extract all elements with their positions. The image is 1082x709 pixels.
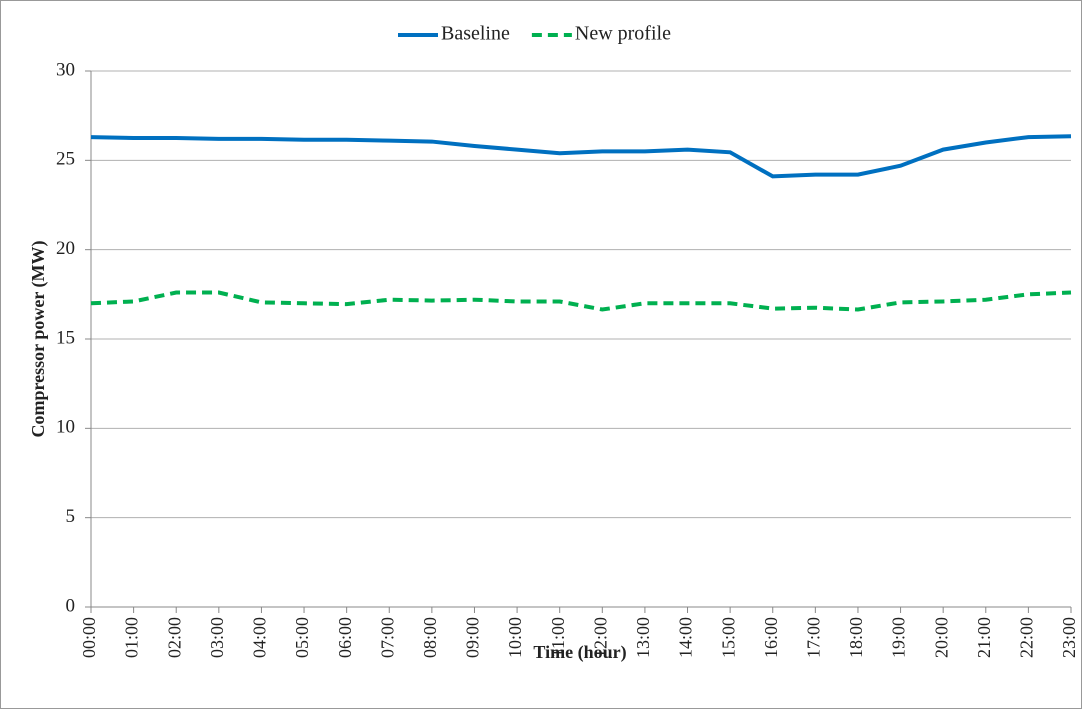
x-tick-label: 22:00 — [1017, 617, 1037, 658]
x-tick-label: 10:00 — [505, 617, 525, 658]
x-axis-label: Time (hour) — [533, 642, 626, 663]
x-tick-label: 20:00 — [931, 617, 951, 658]
x-tick-label: 06:00 — [335, 617, 355, 658]
x-tick-label: 00:00 — [79, 617, 99, 658]
x-tick-label: 01:00 — [122, 617, 142, 658]
x-tick-label: 07:00 — [377, 617, 397, 658]
line-series — [90, 290, 1072, 312]
y-tick-label: 25 — [56, 149, 75, 170]
y-tick-label: 30 — [56, 59, 75, 80]
x-tick-label: 04:00 — [250, 617, 270, 658]
line-series — [90, 134, 1072, 179]
x-tick-label: 19:00 — [889, 617, 909, 658]
y-tick-label: 5 — [66, 506, 76, 527]
x-tick-label: 11:00 — [548, 617, 568, 657]
x-tick-label: 17:00 — [803, 617, 823, 658]
x-tick-label: 18:00 — [846, 617, 866, 658]
y-tick-label: 20 — [56, 238, 75, 259]
x-tick-label: 09:00 — [463, 617, 483, 658]
legend-label: Baseline — [441, 23, 510, 45]
y-tick-label: 0 — [66, 595, 76, 616]
x-tick-label: 12:00 — [590, 617, 610, 658]
x-tick-label: 16:00 — [761, 617, 781, 658]
x-tick-label: 15:00 — [718, 617, 738, 658]
x-tick-label: 08:00 — [420, 617, 440, 658]
y-tick-label: 15 — [56, 327, 75, 348]
x-tick-label: 03:00 — [207, 617, 227, 658]
x-tick-label: 05:00 — [292, 617, 312, 658]
legend-label: New profile — [575, 23, 671, 45]
y-axis-label: Compressor power (MW) — [28, 241, 49, 438]
y-tick-label: 10 — [56, 417, 75, 438]
x-tick-label: 23:00 — [1059, 617, 1079, 658]
x-tick-label: 13:00 — [633, 617, 653, 658]
x-tick-label: 21:00 — [974, 617, 994, 658]
x-tick-label: 14:00 — [676, 617, 696, 658]
x-tick-label: 02:00 — [164, 617, 184, 658]
